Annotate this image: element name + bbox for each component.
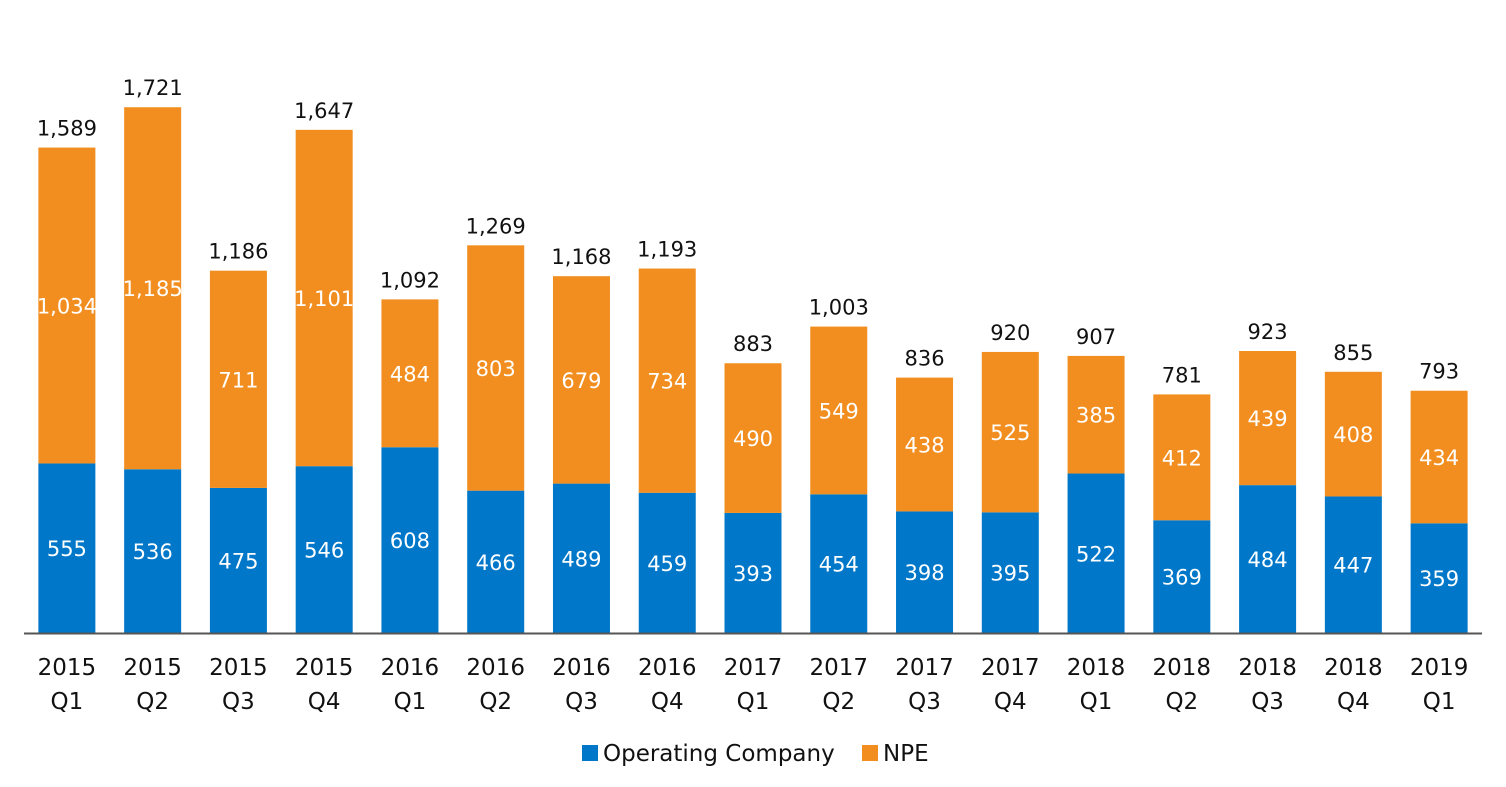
data-label-operating-company: 359 xyxy=(1419,567,1459,591)
data-label-operating-company: 447 xyxy=(1333,554,1373,578)
data-label-operating-company: 475 xyxy=(218,549,258,573)
total-label: 1,003 xyxy=(809,296,869,320)
x-tick-label-quarter: Q1 xyxy=(1080,689,1113,715)
data-label-npe: 549 xyxy=(819,399,859,423)
x-tick-label-year: 2018 xyxy=(1153,655,1212,681)
x-tick-label-quarter: Q4 xyxy=(651,689,684,715)
total-label: 855 xyxy=(1333,341,1373,365)
x-tick-label-year: 2015 xyxy=(38,655,97,681)
data-label-npe: 412 xyxy=(1162,446,1202,470)
legend-item-operating-company: Operating Company xyxy=(582,741,835,767)
total-label: 883 xyxy=(733,332,773,356)
x-tick-label-quarter: Q3 xyxy=(908,689,941,715)
total-label: 836 xyxy=(904,347,944,371)
data-label-npe: 385 xyxy=(1076,404,1116,428)
data-label-operating-company: 454 xyxy=(819,553,859,577)
total-label: 1,721 xyxy=(123,76,183,100)
x-tick-label-year: 2016 xyxy=(381,655,440,681)
legend-swatch xyxy=(582,745,598,761)
x-tick-label-year: 2017 xyxy=(895,655,954,681)
legend: Operating Company NPE xyxy=(582,741,929,767)
x-tick-label-quarter: Q2 xyxy=(1165,689,1198,715)
data-label-npe: 525 xyxy=(990,421,1030,445)
data-label-operating-company: 484 xyxy=(1248,548,1288,572)
legend-label: NPE xyxy=(883,741,929,767)
x-tick-label-year: 2019 xyxy=(1410,655,1469,681)
x-tick-label-year: 2018 xyxy=(1238,655,1297,681)
data-label-operating-company: 398 xyxy=(904,561,944,585)
data-label-operating-company: 395 xyxy=(990,562,1030,586)
data-label-npe: 408 xyxy=(1333,423,1373,447)
data-label-npe: 439 xyxy=(1248,407,1288,431)
data-label-operating-company: 466 xyxy=(476,551,516,575)
x-tick-label-quarter: Q2 xyxy=(136,689,169,715)
x-tick-label-quarter: Q4 xyxy=(994,689,1027,715)
data-label-npe: 711 xyxy=(218,368,258,392)
legend-swatch xyxy=(862,745,878,761)
data-label-npe: 438 xyxy=(904,434,944,458)
data-label-npe: 1,034 xyxy=(37,295,97,319)
total-label: 907 xyxy=(1076,325,1116,349)
x-tick-label-quarter: Q4 xyxy=(308,689,341,715)
x-tick-label-quarter: Q1 xyxy=(51,689,84,715)
total-label: 1,589 xyxy=(37,117,97,141)
data-label-operating-company: 369 xyxy=(1162,566,1202,590)
x-tick-label-year: 2017 xyxy=(981,655,1040,681)
x-tick-label-quarter: Q3 xyxy=(1251,689,1284,715)
total-label: 793 xyxy=(1419,360,1459,384)
data-label-operating-company: 459 xyxy=(647,552,687,576)
x-tick-label-year: 2016 xyxy=(552,655,611,681)
total-label: 923 xyxy=(1248,320,1288,344)
x-tick-label-year: 2017 xyxy=(809,655,868,681)
data-label-operating-company: 522 xyxy=(1076,542,1116,566)
x-tick-label-quarter: Q1 xyxy=(394,689,427,715)
x-tick-label-year: 2015 xyxy=(209,655,268,681)
x-tick-label-quarter: Q3 xyxy=(565,689,598,715)
total-label: 781 xyxy=(1162,363,1202,387)
data-label-npe: 803 xyxy=(476,357,516,381)
data-label-npe: 484 xyxy=(390,362,430,386)
total-label: 920 xyxy=(990,321,1030,345)
x-tick-label-year: 2015 xyxy=(295,655,354,681)
x-tick-label-quarter: Q2 xyxy=(822,689,855,715)
total-label: 1,647 xyxy=(294,99,354,123)
data-label-operating-company: 546 xyxy=(304,539,344,563)
data-label-npe: 1,101 xyxy=(294,287,354,311)
data-label-npe: 1,185 xyxy=(123,277,183,301)
x-tick-label-quarter: Q1 xyxy=(737,689,770,715)
legend-label: Operating Company xyxy=(603,741,835,767)
total-label: 1,186 xyxy=(208,240,268,264)
x-tick-label-quarter: Q1 xyxy=(1423,689,1456,715)
x-tick-label-year: 2017 xyxy=(724,655,783,681)
data-label-operating-company: 393 xyxy=(733,562,773,586)
x-tick-label-year: 2015 xyxy=(123,655,182,681)
x-tick-label-quarter: Q4 xyxy=(1337,689,1370,715)
x-tick-label-year: 2016 xyxy=(466,655,525,681)
data-label-npe: 734 xyxy=(647,370,687,394)
x-axis-tick-labels: 2015 Q1 2015 Q2 2015 Q3 2015 Q4 2016 Q1 2016 Q2 2016… xyxy=(38,655,1469,715)
x-tick-label-quarter: Q3 xyxy=(222,689,255,715)
total-label: 1,269 xyxy=(466,214,526,238)
x-tick-label-quarter: Q2 xyxy=(479,689,512,715)
total-label: 1,193 xyxy=(637,238,697,262)
data-label-operating-company: 555 xyxy=(47,537,87,561)
total-label: 1,092 xyxy=(380,268,440,292)
x-tick-label-year: 2016 xyxy=(638,655,697,681)
data-label-npe: 490 xyxy=(733,427,773,451)
data-label-npe: 679 xyxy=(561,369,601,393)
data-label-operating-company: 608 xyxy=(390,529,430,553)
data-label-operating-company: 489 xyxy=(561,547,601,571)
x-tick-label-year: 2018 xyxy=(1067,655,1126,681)
legend-item-npe: NPE xyxy=(862,741,929,767)
total-label: 1,168 xyxy=(551,245,611,269)
stacked-bar-chart: 555 1,034 536 1,185 475 711 546 1,101 608 484 466 8… xyxy=(0,0,1506,787)
data-label-npe: 434 xyxy=(1419,446,1459,470)
data-label-operating-company: 536 xyxy=(133,540,173,564)
x-tick-label-year: 2018 xyxy=(1324,655,1383,681)
